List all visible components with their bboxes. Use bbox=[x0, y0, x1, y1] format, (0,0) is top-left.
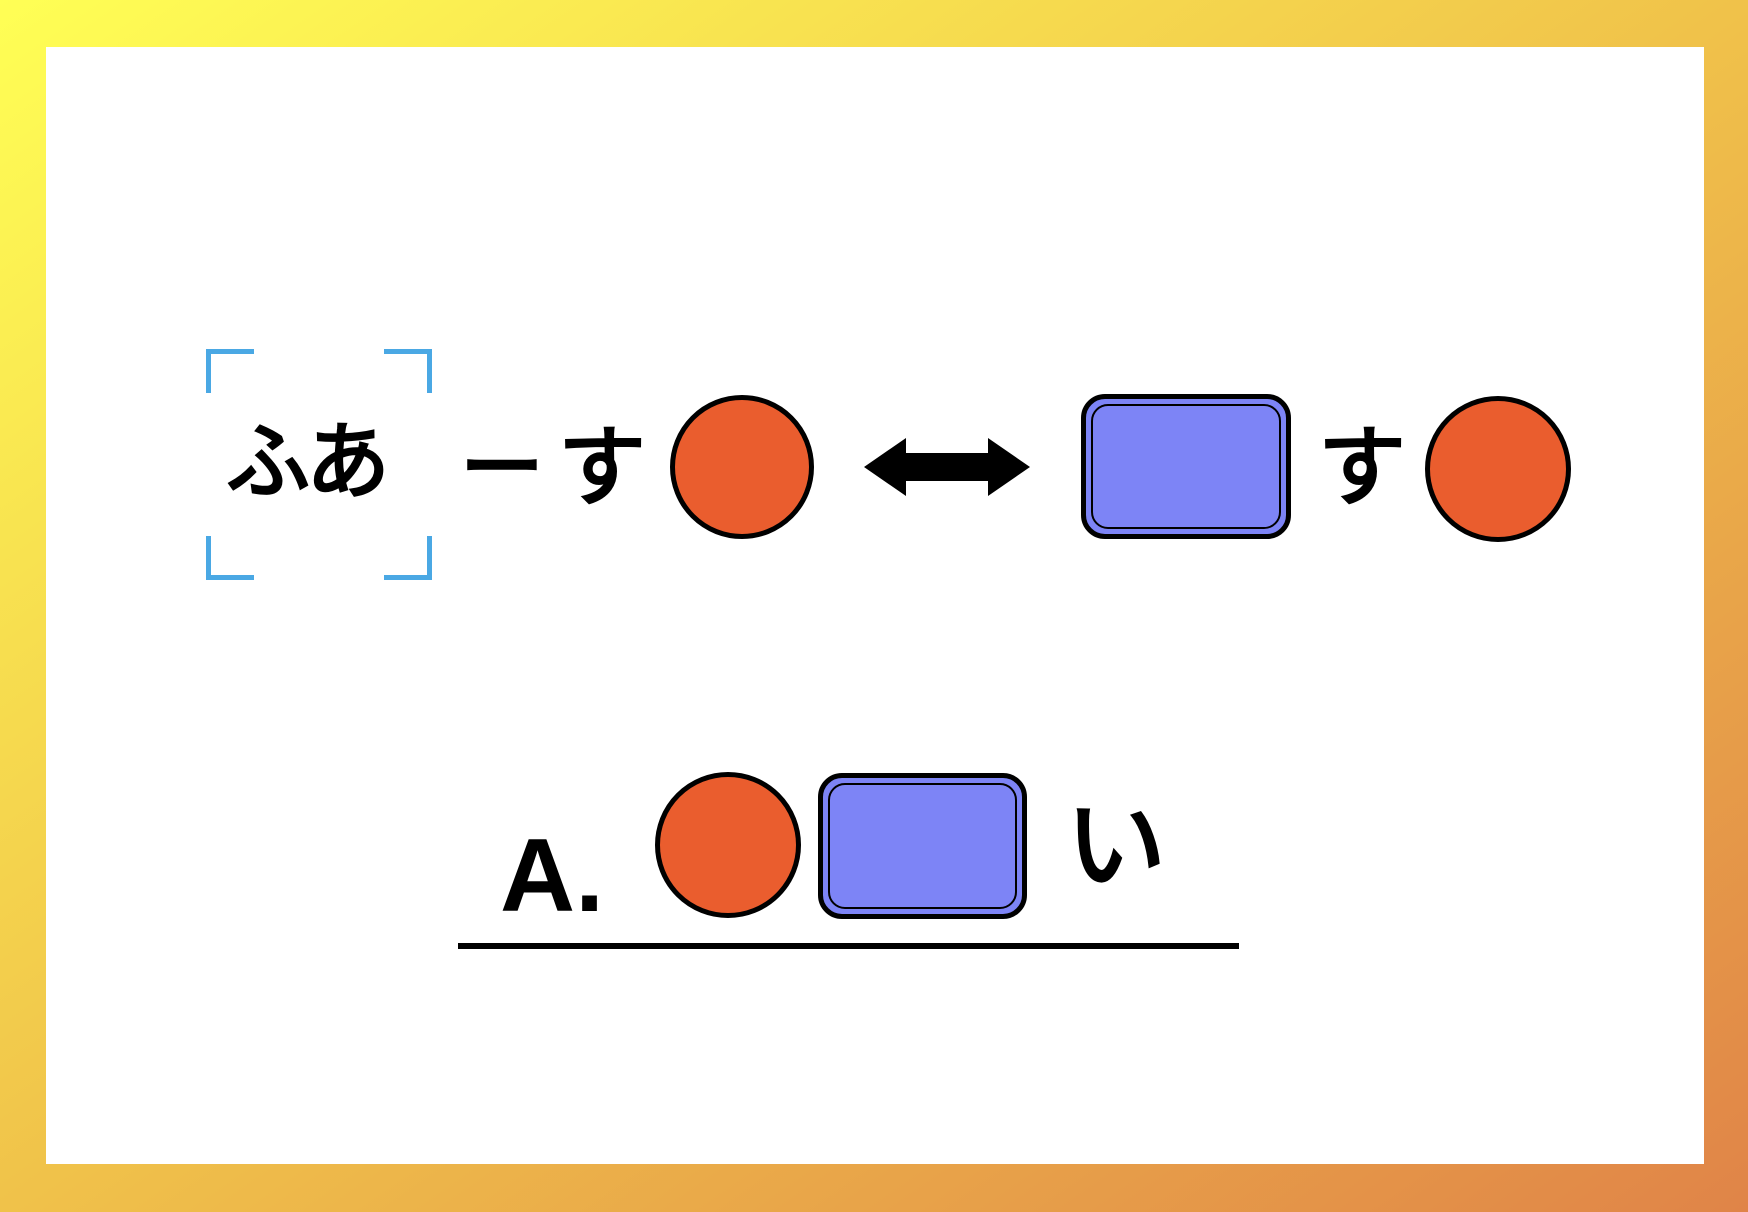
su-left-text: す bbox=[558, 416, 647, 519]
circle-shape-2 bbox=[1425, 396, 1571, 542]
answer-underline bbox=[458, 943, 1239, 949]
bracket-bottom-right-icon bbox=[384, 536, 432, 580]
answer-label: A. bbox=[500, 818, 604, 934]
double-arrow-icon bbox=[864, 438, 1030, 496]
highlighted-word: ふあ bbox=[226, 413, 390, 511]
answer-suffix: い bbox=[1066, 787, 1166, 904]
dash-text: ー bbox=[460, 419, 545, 517]
circle-shape-1 bbox=[670, 395, 814, 539]
bracket-top-right-icon bbox=[384, 349, 432, 393]
puzzle-panel bbox=[46, 47, 1704, 1164]
circle-shape-answer bbox=[655, 772, 801, 918]
bracket-bottom-left-icon bbox=[206, 536, 254, 580]
bracket-top-left-icon bbox=[206, 349, 254, 393]
rect-shape-answer bbox=[818, 773, 1027, 919]
rect-shape-1 bbox=[1081, 394, 1291, 539]
su-right-text: す bbox=[1318, 416, 1407, 519]
